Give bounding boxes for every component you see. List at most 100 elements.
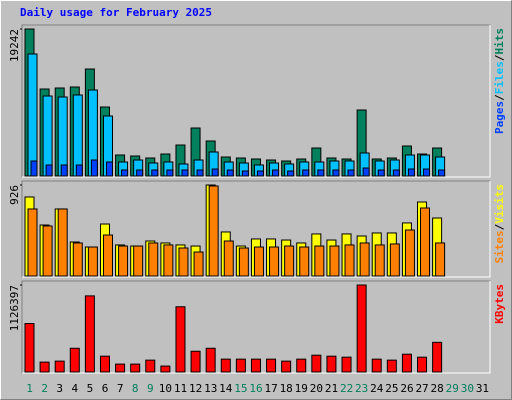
legend: Sites/Visits — [493, 184, 506, 264]
bar — [24, 323, 35, 373]
x-tick-label: 23 — [355, 382, 368, 395]
legend-separator: / — [493, 94, 506, 101]
legend-entry: KBytes — [493, 284, 506, 324]
x-tick-label: 6 — [102, 382, 109, 395]
bar — [362, 167, 370, 177]
bar — [175, 306, 186, 373]
x-tick-label: 4 — [72, 382, 79, 395]
bar — [57, 96, 68, 177]
bar — [235, 358, 246, 373]
plot-bevel — [22, 281, 491, 374]
bar — [57, 208, 68, 277]
legend-entry: Visits — [493, 184, 506, 224]
x-tick-label: 1 — [26, 382, 33, 395]
bar — [27, 208, 38, 277]
plot-bevel — [22, 181, 491, 278]
bar — [371, 358, 382, 373]
bar — [326, 355, 337, 373]
x-tick-label: 7 — [117, 382, 124, 395]
bar — [136, 169, 144, 177]
x-tick-label: 2 — [41, 382, 48, 395]
legend-entry: Sites — [493, 230, 506, 263]
bar — [39, 361, 50, 373]
bar — [75, 164, 83, 177]
bar — [356, 284, 367, 373]
bar — [287, 170, 295, 177]
x-tick-label: 27 — [415, 382, 428, 395]
bar — [311, 354, 322, 373]
bar — [347, 169, 355, 177]
x-tick-label: 17 — [264, 382, 277, 395]
bar — [42, 95, 53, 177]
x-tick-label: 13 — [204, 382, 217, 395]
bar — [359, 242, 370, 277]
bar — [438, 169, 446, 177]
bar — [344, 244, 355, 277]
y-tick-label: 926 — [8, 185, 21, 205]
bar — [281, 360, 292, 373]
bar — [115, 363, 126, 373]
bar — [392, 169, 400, 177]
bar — [193, 251, 204, 277]
bar — [69, 347, 80, 373]
x-tick-label: 11 — [174, 382, 187, 395]
bar — [166, 169, 174, 177]
x-tick-label: 5 — [87, 382, 94, 395]
bar — [105, 161, 113, 177]
bar — [84, 295, 95, 373]
bar — [118, 245, 129, 277]
bar — [374, 244, 385, 277]
bar — [317, 169, 325, 177]
bar — [27, 53, 38, 177]
bar — [30, 160, 38, 177]
bar — [178, 247, 189, 277]
bar — [90, 159, 98, 177]
bar — [256, 170, 264, 177]
bar — [54, 360, 65, 373]
bar — [284, 245, 295, 277]
legend-entry: Hits — [493, 28, 506, 55]
x-tick-label: 20 — [310, 382, 323, 395]
x-tick-label: 19 — [295, 382, 308, 395]
x-tick-label: 28 — [431, 382, 444, 395]
bar — [220, 358, 231, 373]
x-tick-label: 3 — [56, 382, 63, 395]
legend: KBytes — [493, 284, 506, 324]
bar — [72, 242, 83, 277]
bar — [226, 169, 234, 177]
x-tick-label: 10 — [159, 382, 172, 395]
bar — [253, 246, 264, 277]
bar — [196, 169, 204, 177]
x-tick-label: 30 — [461, 382, 474, 395]
x-tick-label: 26 — [400, 382, 413, 395]
bar — [151, 169, 159, 177]
bar — [332, 169, 340, 177]
x-tick-label: 14 — [219, 382, 233, 395]
bar — [160, 365, 171, 373]
bar — [238, 247, 249, 277]
x-tick-label: 15 — [234, 382, 247, 395]
bar — [389, 243, 400, 277]
bar — [241, 170, 249, 177]
legend-separator: / — [493, 54, 506, 61]
bar — [205, 347, 216, 373]
bar — [208, 185, 219, 277]
bar — [181, 169, 189, 177]
bar — [266, 358, 277, 373]
y-tick-label: 1126397 — [8, 285, 21, 331]
bar — [432, 341, 443, 373]
x-tick-label: 22 — [340, 382, 353, 395]
legend-entry: Pages — [493, 101, 506, 134]
bar — [223, 240, 234, 277]
bar — [211, 168, 219, 177]
legend-separator: / — [493, 223, 506, 230]
legend-entry: Files — [493, 61, 506, 94]
bar — [302, 169, 310, 177]
bar — [72, 94, 83, 177]
bar — [417, 356, 428, 373]
bar — [299, 246, 310, 277]
bar — [250, 358, 261, 373]
bar — [407, 168, 415, 177]
bar — [329, 245, 340, 277]
